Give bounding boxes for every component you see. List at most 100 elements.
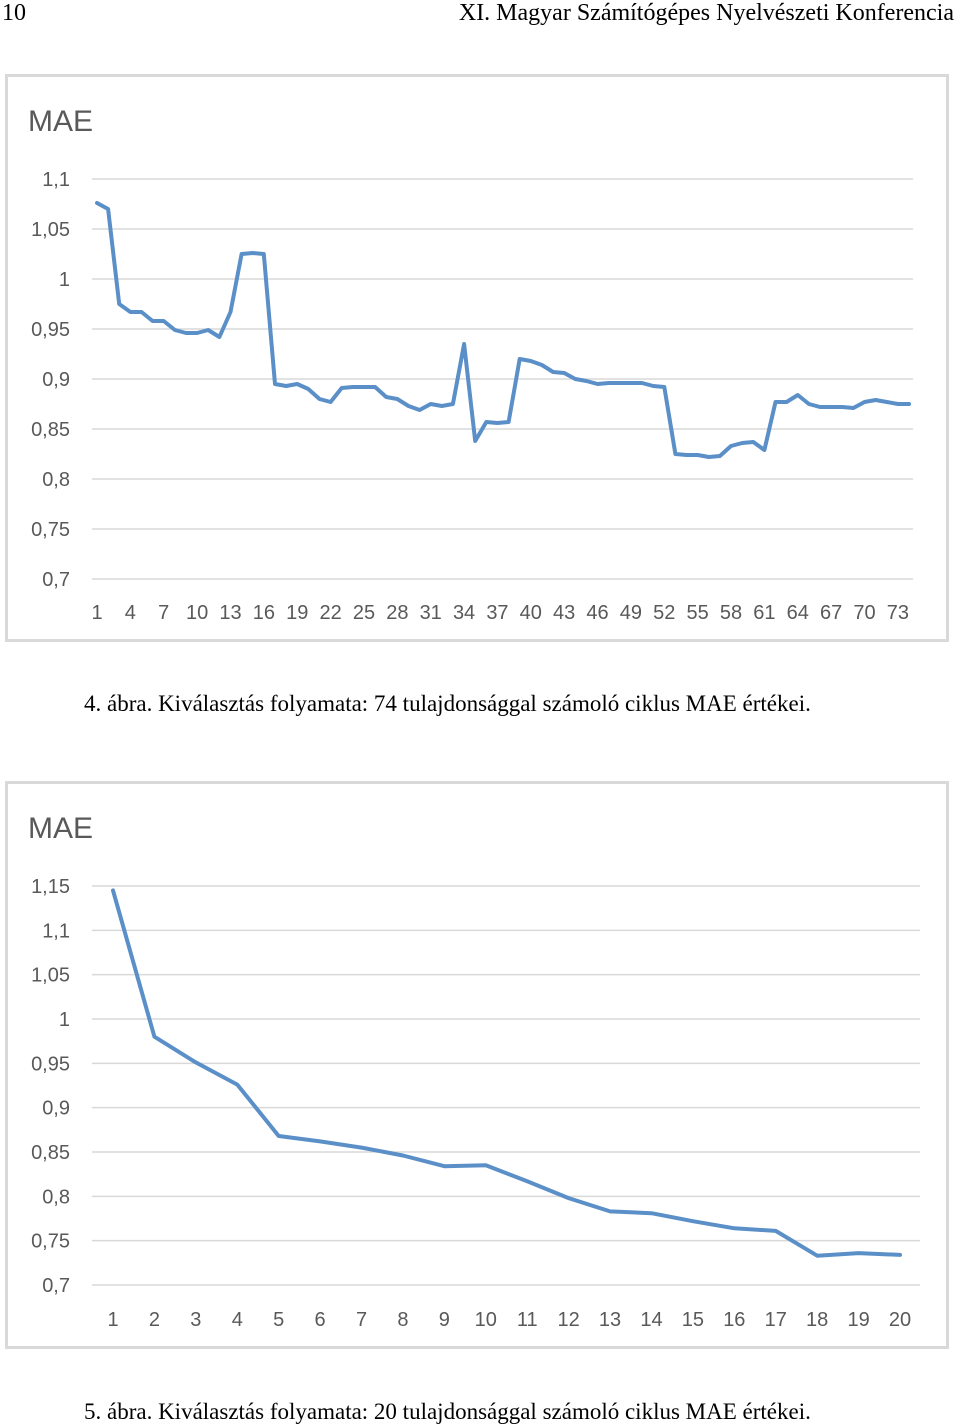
data-point <box>841 405 844 409</box>
y-tick-label: 0,95 <box>31 1053 70 1075</box>
x-tick-label: 10 <box>475 1309 497 1331</box>
series-line <box>111 888 902 1258</box>
x-tick-label: 14 <box>640 1309 662 1331</box>
x-tick-label: 43 <box>553 602 575 624</box>
data-point <box>443 1164 446 1168</box>
chart-title: MAE <box>28 812 93 845</box>
x-tick-label: 20 <box>889 1309 911 1331</box>
data-point <box>718 454 722 458</box>
data-point <box>707 455 710 459</box>
data-point <box>429 402 432 406</box>
mae-chart-74-features: MAE 0,7 0,75 0,8 0,85 0,9 0,95 1 1,05 1,1 1 4 7 10 13 1… <box>5 74 949 642</box>
x-tick-label: 17 <box>765 1309 787 1331</box>
data-point <box>111 889 115 892</box>
data-point <box>674 452 677 456</box>
data-point <box>551 370 555 374</box>
x-tick-label: 64 <box>787 602 809 624</box>
data-point <box>507 420 510 424</box>
x-tick-label: 46 <box>586 602 608 624</box>
data-point <box>385 395 388 399</box>
data-point <box>184 331 188 335</box>
y-tick-label: 0,9 <box>42 369 70 391</box>
data-point <box>785 400 788 404</box>
y-tick-label: 0,85 <box>31 1142 70 1164</box>
x-tick-label: 73 <box>887 602 909 624</box>
data-point <box>95 201 99 205</box>
y-tick-label: 0,7 <box>42 569 70 591</box>
y-tick-label: 1 <box>59 1009 70 1031</box>
data-point <box>651 384 655 388</box>
y-tick-label: 0,8 <box>42 469 70 491</box>
x-tick-label: 12 <box>558 1309 580 1331</box>
data-point <box>296 382 299 386</box>
data-point <box>567 1196 570 1200</box>
data-point <box>462 342 466 346</box>
data-point <box>629 381 633 385</box>
x-tick-label: 7 <box>356 1309 367 1331</box>
y-tick-label: 1,1 <box>42 920 70 942</box>
y-tick-label: 1 <box>59 269 70 291</box>
x-tick-label: 34 <box>453 602 475 624</box>
data-point <box>151 319 154 323</box>
x-tick-label: 40 <box>520 602 542 624</box>
data-point <box>236 1083 239 1086</box>
y-tick-label: 1,05 <box>31 965 70 987</box>
data-point <box>129 310 132 314</box>
data-point <box>140 310 143 314</box>
y-tick-label: 0,75 <box>31 1231 70 1253</box>
data-point <box>874 398 877 402</box>
chart-title: MAE <box>28 105 93 138</box>
data-point <box>118 302 121 306</box>
data-point <box>229 310 232 314</box>
data-point <box>818 405 822 409</box>
data-point <box>618 381 621 385</box>
data-point <box>774 400 777 404</box>
y-tick-label: 1,15 <box>31 876 70 898</box>
x-tick-label: 19 <box>847 1309 869 1331</box>
data-point <box>251 251 254 255</box>
data-point <box>898 1253 902 1257</box>
x-tick-label: 4 <box>232 1309 243 1331</box>
data-point <box>852 406 855 410</box>
x-tick-label: 61 <box>753 602 775 624</box>
data-point <box>207 328 210 332</box>
data-point <box>863 400 866 404</box>
x-tick-label: 6 <box>315 1309 326 1331</box>
data-point <box>691 1219 695 1223</box>
data-point <box>885 400 888 404</box>
x-tick-label: 16 <box>253 602 275 624</box>
x-tick-label: 13 <box>599 1309 621 1331</box>
data-point <box>396 397 399 401</box>
y-tick-label: 0,7 <box>42 1275 70 1297</box>
data-point <box>796 393 799 397</box>
data-point <box>362 385 366 389</box>
data-point <box>907 402 911 406</box>
data-point <box>106 207 110 211</box>
data-point <box>540 363 544 367</box>
data-point <box>401 1154 405 1157</box>
data-point <box>663 385 666 389</box>
data-point <box>195 331 199 335</box>
x-tick-label: 49 <box>620 602 642 624</box>
x-tick-label: 28 <box>386 602 408 624</box>
y-tick-label: 1,1 <box>42 169 70 191</box>
data-point <box>194 1061 198 1064</box>
data-point <box>740 441 744 445</box>
data-point <box>829 405 833 409</box>
data-point <box>815 1254 819 1257</box>
data-point <box>496 421 499 425</box>
data-point <box>763 448 766 452</box>
x-tick-label: 18 <box>806 1309 828 1331</box>
x-tick-label: 67 <box>820 602 842 624</box>
data-point <box>607 381 610 385</box>
data-point <box>484 1164 487 1167</box>
x-tick-label: 58 <box>720 602 742 624</box>
data-point <box>318 1140 322 1143</box>
data-point <box>284 384 288 388</box>
x-tick-label: 1 <box>91 602 102 624</box>
x-tick-label: 37 <box>486 602 508 624</box>
data-point <box>485 420 488 424</box>
x-tick-label: 55 <box>687 602 709 624</box>
data-point <box>650 1211 653 1215</box>
